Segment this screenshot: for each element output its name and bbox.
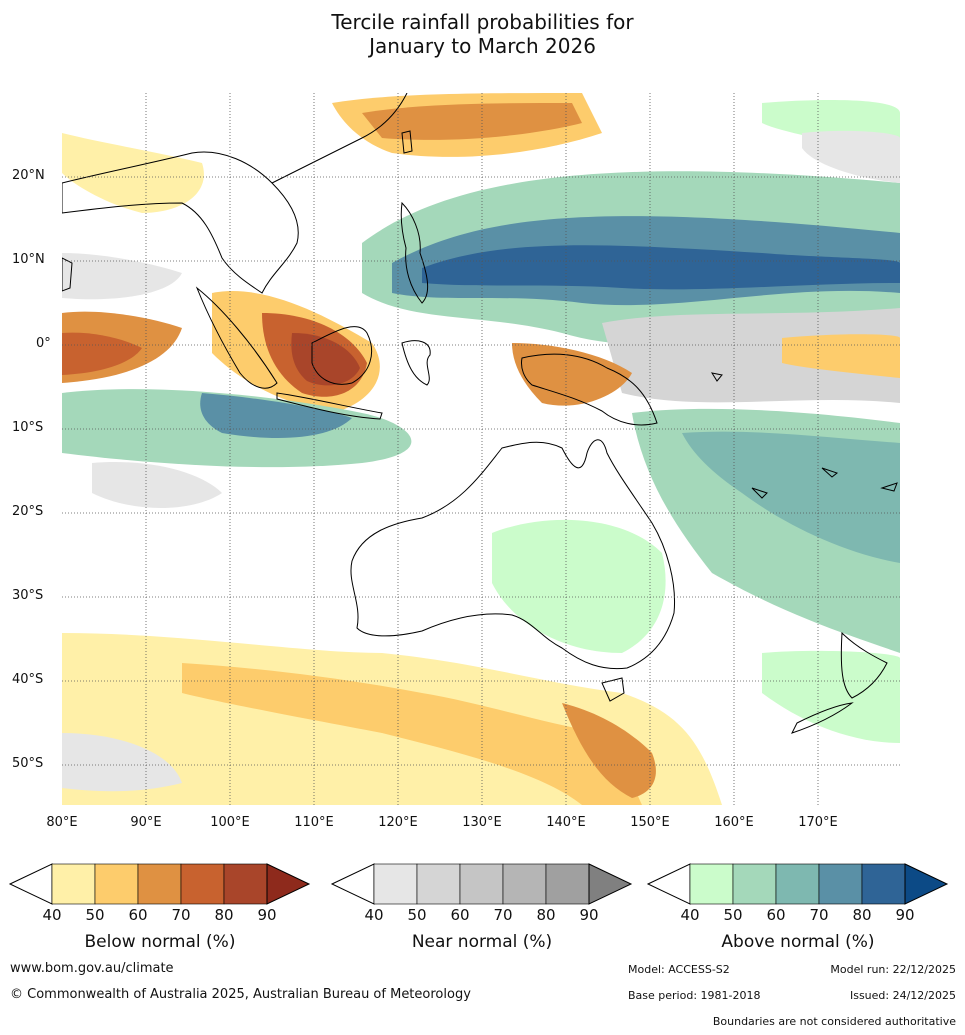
lon-label-100e: 100°E bbox=[210, 815, 250, 830]
above-colorbar-tick: 50 bbox=[723, 906, 743, 924]
taiwan-outline bbox=[401, 130, 413, 154]
sumatra-outline bbox=[195, 286, 278, 389]
lon-label-90e: 90°E bbox=[130, 815, 162, 830]
above-colorbar-tick: 70 bbox=[809, 906, 829, 924]
below-colorbar-left-arrow bbox=[8, 863, 53, 905]
new-guinea-outline bbox=[521, 353, 658, 426]
below-normal-colorbar bbox=[8, 863, 311, 905]
near-colorbar-tick: 60 bbox=[450, 906, 470, 924]
lat-label-20n: 20°N bbox=[12, 168, 45, 183]
lat-label-50s: 50°S bbox=[12, 756, 44, 771]
base-period-text: Base period: 1981-2018 bbox=[628, 989, 761, 1002]
java-outline bbox=[276, 392, 383, 420]
near-colorbar-segment bbox=[502, 863, 547, 905]
philippines-outline bbox=[400, 201, 429, 304]
near-normal-colorbar bbox=[330, 863, 633, 905]
above-colorbar-segment bbox=[861, 863, 906, 905]
coastlines bbox=[62, 93, 898, 734]
australia-outline bbox=[350, 439, 676, 670]
chart-title-line2: January to March 2026 bbox=[369, 34, 596, 58]
above-colorbar-left-arrow bbox=[646, 863, 691, 905]
lat-label-10n: 10°N bbox=[12, 252, 45, 267]
se-asia-outline bbox=[62, 151, 299, 294]
above-normal-title: Above normal (%) bbox=[721, 932, 875, 952]
below-colorbar-segment bbox=[137, 863, 182, 905]
lon-label-80e: 80°E bbox=[46, 815, 78, 830]
above-normal-colorbar bbox=[646, 863, 949, 905]
issued-text: Issued: 24/12/2025 bbox=[849, 989, 956, 1002]
below-colorbar-segment bbox=[223, 863, 268, 905]
near-colorbar-segment bbox=[459, 863, 504, 905]
sulawesi-outline bbox=[401, 340, 431, 386]
lon-label-140e: 140°E bbox=[546, 815, 586, 830]
disclaimer-text: Boundaries are not considered authoritat… bbox=[712, 1015, 956, 1028]
above-colorbar-tick: 80 bbox=[852, 906, 872, 924]
model-text: Model: ACCESS-S2 bbox=[628, 963, 730, 976]
near-colorbar-tick: 40 bbox=[364, 906, 384, 924]
near-colorbar-left-arrow bbox=[330, 863, 375, 905]
above-colorbar-tick: 90 bbox=[895, 906, 915, 924]
near-colorbar-segment bbox=[416, 863, 461, 905]
copyright-text: © Commonwealth of Australia 2025, Austra… bbox=[10, 987, 471, 1002]
near-colorbar-segment bbox=[373, 863, 418, 905]
above-colorbar-segment bbox=[775, 863, 820, 905]
lat-label-10s: 10°S bbox=[12, 420, 44, 435]
above-colorbar-segment bbox=[689, 863, 734, 905]
above-colorbar-right-arrow bbox=[904, 863, 949, 905]
above-colorbar-tick: 60 bbox=[766, 906, 786, 924]
below-colorbar-tick: 80 bbox=[214, 906, 234, 924]
lon-label-160e: 160°E bbox=[714, 815, 754, 830]
lat-label-40s: 40°S bbox=[12, 672, 44, 687]
chart-title-line1: Tercile rainfall probabilities for bbox=[331, 10, 634, 34]
pacific-islands bbox=[710, 372, 898, 499]
below-colorbar-tick: 70 bbox=[171, 906, 191, 924]
model-run-text: Model run: 22/12/2025 bbox=[830, 963, 956, 976]
website-link[interactable]: www.bom.gov.au/climate bbox=[10, 961, 174, 976]
lon-label-130e: 130°E bbox=[462, 815, 502, 830]
lat-label-0: 0° bbox=[36, 336, 51, 351]
lon-label-110e: 110°E bbox=[294, 815, 334, 830]
below-colorbar-segment bbox=[94, 863, 139, 905]
below-colorbar-segment bbox=[180, 863, 225, 905]
below-colorbar-tick: 50 bbox=[85, 906, 105, 924]
probability-shading bbox=[62, 93, 900, 805]
lon-label-150e: 150°E bbox=[630, 815, 670, 830]
china-coast-outline bbox=[271, 93, 408, 184]
below-colorbar-tick: 60 bbox=[128, 906, 148, 924]
near-normal-title: Near normal (%) bbox=[411, 932, 553, 952]
above-colorbar-tick: 40 bbox=[680, 906, 700, 924]
below-colorbar-tick: 90 bbox=[257, 906, 277, 924]
above-colorbar-segment bbox=[818, 863, 863, 905]
near-colorbar-tick: 50 bbox=[407, 906, 427, 924]
below-colorbar-segment bbox=[51, 863, 96, 905]
lon-label-120e: 120°E bbox=[378, 815, 418, 830]
borneo-outline bbox=[311, 326, 373, 385]
rainfall-probability-map bbox=[62, 93, 900, 805]
above-colorbar-segment bbox=[732, 863, 777, 905]
below-colorbar-right-arrow bbox=[266, 863, 311, 905]
below-normal-title: Below normal (%) bbox=[84, 932, 236, 952]
near-colorbar-tick: 80 bbox=[536, 906, 556, 924]
new-zealand-outline bbox=[791, 631, 888, 734]
lat-label-30s: 30°S bbox=[12, 588, 44, 603]
tasmania-outline bbox=[601, 677, 625, 702]
below-colorbar-tick: 40 bbox=[42, 906, 62, 924]
near-colorbar-segment bbox=[545, 863, 590, 905]
near-colorbar-tick: 70 bbox=[493, 906, 513, 924]
lat-label-20s: 20°S bbox=[12, 504, 44, 519]
near-colorbar-tick: 90 bbox=[579, 906, 599, 924]
lon-label-170e: 170°E bbox=[798, 815, 838, 830]
near-colorbar-right-arrow bbox=[588, 863, 633, 905]
